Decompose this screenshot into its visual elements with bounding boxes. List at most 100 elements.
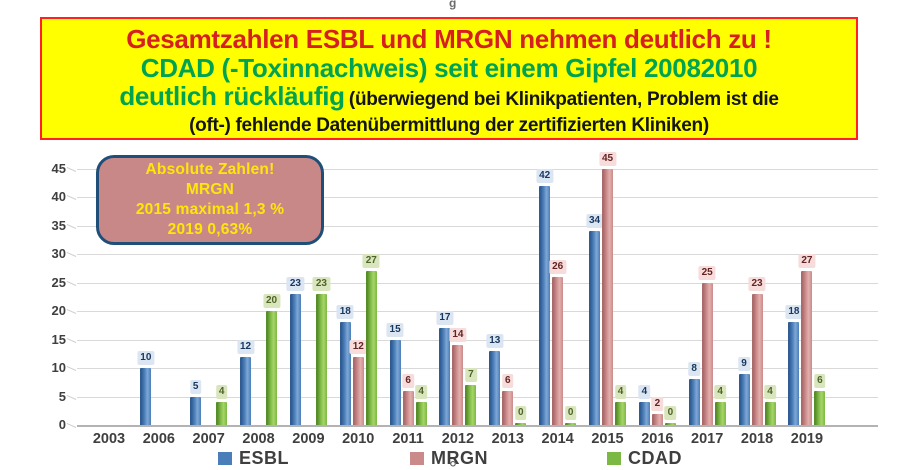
bar-label-mrgn-2010: 12 xyxy=(349,339,367,354)
bar-mrgn-2019 xyxy=(801,271,813,425)
x-axis-label-2008: 2008 xyxy=(242,431,275,447)
bar-label-mrgn-2019: 27 xyxy=(798,254,816,269)
y-axis-label-30: 30 xyxy=(51,246,66,261)
cropped-glyph-bottom: ° xyxy=(449,458,457,470)
headline-black-part: (überwiegend bei Klinikpatienten, Proble… xyxy=(348,89,779,110)
bar-esbl-2014 xyxy=(539,185,551,425)
bar-label-esbl-2016: 4 xyxy=(638,385,651,400)
bar-mrgn-2011 xyxy=(402,390,414,425)
bar-cdad-2014 xyxy=(565,423,577,425)
bar-cdad-2018 xyxy=(764,402,776,425)
bar-esbl-2016 xyxy=(638,402,650,425)
bar-cdad-2007 xyxy=(216,402,228,425)
y-axis-label-10: 10 xyxy=(51,360,66,375)
gridline-45 xyxy=(77,168,878,170)
bar-mrgn-2015 xyxy=(602,168,613,425)
bar-esbl-2012 xyxy=(439,328,451,425)
x-axis-label-2006: 2006 xyxy=(142,431,175,447)
x-axis-label-2015: 2015 xyxy=(591,431,624,447)
gridline-30 xyxy=(77,254,878,255)
bar-label-mrgn-2012: 14 xyxy=(449,328,467,343)
legend-item-mrgn: MRGN xyxy=(410,448,488,469)
bar-label-esbl-2012: 17 xyxy=(436,311,454,326)
bar-cdad-2012 xyxy=(465,385,477,425)
bar-esbl-2011 xyxy=(389,339,401,425)
bar-mrgn-2017 xyxy=(701,282,713,425)
y-axis-label-5: 5 xyxy=(58,388,66,404)
bar-esbl-2018 xyxy=(738,373,750,425)
bar-label-cdad-2013: 0 xyxy=(515,406,527,420)
y-axis-label-25: 25 xyxy=(51,274,66,290)
legend-label-esbl: ESBL xyxy=(239,448,290,468)
bar-cdad-2016 xyxy=(664,423,676,425)
bar-cdad-2009 xyxy=(315,293,327,425)
grid-tick-25 xyxy=(66,280,77,286)
grid-tick-40 xyxy=(66,194,77,200)
bar-esbl-2006 xyxy=(140,368,152,425)
bar-label-cdad-2019: 6 xyxy=(814,373,826,388)
bar-label-esbl-2009: 23 xyxy=(286,276,304,291)
x-axis-label-2007: 2007 xyxy=(192,431,225,447)
bar-label-mrgn-2017: 25 xyxy=(698,265,716,280)
bar-label-cdad-2009: 23 xyxy=(312,276,330,291)
x-axis-label-2011: 2011 xyxy=(392,431,424,447)
grid-tick-5 xyxy=(66,394,77,400)
bar-label-mrgn-2013: 6 xyxy=(502,373,514,388)
legend-swatch-mrgn xyxy=(410,452,424,465)
x-axis-label-2013: 2013 xyxy=(491,431,524,447)
x-axis-label-2016: 2016 xyxy=(641,431,674,447)
x-axis-label-2019: 2019 xyxy=(790,431,824,447)
bar-mrgn-2016 xyxy=(651,413,663,425)
y-axis-label-40: 40 xyxy=(51,189,66,204)
bar-label-mrgn-2018: 23 xyxy=(748,276,766,291)
bar-label-cdad-2014: 0 xyxy=(564,406,577,420)
bar-label-mrgn-2011: 6 xyxy=(402,373,414,388)
legend-swatch-cdad xyxy=(607,452,621,465)
annotation-box: Absolute Zahlen! MRGN 2015 maximal 1,3 %… xyxy=(96,155,324,245)
bar-label-mrgn-2015: 45 xyxy=(598,151,617,166)
bar-esbl-2007 xyxy=(190,396,202,425)
bar-cdad-2017 xyxy=(714,402,726,425)
annotation-line-4: 2019 0,63% xyxy=(167,221,253,238)
gridline-15 xyxy=(77,339,878,341)
bar-cdad-2010 xyxy=(365,271,377,425)
bar-cdad-2015 xyxy=(615,402,626,425)
headline-green: CDAD (-Toxinnachweis) seit einem Gipfel … xyxy=(140,53,758,83)
cropped-glyph-top: g xyxy=(449,0,457,10)
legend-label-mrgn: MRGN xyxy=(431,448,488,468)
bar-mrgn-2010 xyxy=(352,356,364,425)
bar-label-esbl-2014: 42 xyxy=(536,168,554,183)
bar-cdad-2008 xyxy=(266,311,278,425)
bar-label-mrgn-2016: 2 xyxy=(651,396,664,411)
grid-tick-35 xyxy=(66,223,77,229)
legend-item-esbl: ESBL xyxy=(218,448,289,469)
bar-label-cdad-2008: 20 xyxy=(262,294,281,308)
legend-label-cdad: CDAD xyxy=(628,448,682,468)
annotation-line-3: 2015 maximal 1,3 % xyxy=(135,201,285,218)
bar-esbl-2009 xyxy=(289,293,301,425)
bar-mrgn-2018 xyxy=(751,293,763,425)
y-axis-label-45: 45 xyxy=(51,160,66,176)
bar-cdad-2011 xyxy=(415,402,427,425)
y-axis-label-15: 15 xyxy=(51,331,66,347)
bar-esbl-2019 xyxy=(788,322,800,425)
header-banner: Gesamtzahlen ESBL und MRGN nehmen deutli… xyxy=(40,17,858,140)
bar-esbl-2017 xyxy=(688,379,700,425)
gridline-10 xyxy=(77,368,878,369)
x-axis-label-2014: 2014 xyxy=(541,431,574,447)
grid-tick-0 xyxy=(66,422,77,428)
bar-label-cdad-2016: 0 xyxy=(664,406,677,420)
bar-label-esbl-2017: 8 xyxy=(688,362,700,377)
bar-cdad-2013 xyxy=(515,423,527,425)
headline-green-part: deutlich rückläufig xyxy=(119,81,345,111)
bar-label-esbl-2006: 10 xyxy=(137,351,155,365)
gridline-40 xyxy=(77,197,878,198)
x-axis-label-2010: 2010 xyxy=(342,431,375,447)
gridline-25 xyxy=(77,282,878,284)
x-axis-label-2009: 2009 xyxy=(292,431,325,447)
bar-label-cdad-2012: 7 xyxy=(465,368,477,383)
headline-mixed: deutlich rückläufig (überwiegend bei Kli… xyxy=(42,83,856,114)
bar-esbl-2008 xyxy=(240,356,252,425)
bar-mrgn-2014 xyxy=(552,276,564,425)
